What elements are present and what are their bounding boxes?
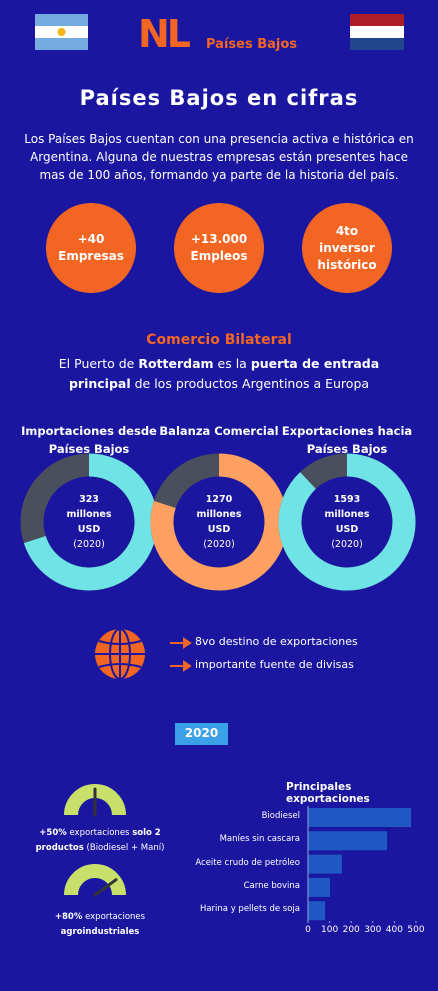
donut-value: 1593 [333, 494, 361, 505]
donut-center: 1593 millones USD (2020) [307, 492, 387, 552]
gauge-needle [93, 878, 118, 897]
bar [308, 877, 331, 897]
stat-line: histórico [317, 257, 377, 272]
year-badge: 2020 [184, 726, 219, 740]
trade-subtitle: El Puerto de Rotterdam es la puerta de e… [50, 354, 388, 394]
x-tick-label: 100 [321, 925, 338, 935]
category-label: Harina y pellets de soja [199, 904, 300, 915]
text-segment: puerta de entrada principal [68, 356, 380, 391]
x-tick-label: 400 [386, 925, 403, 935]
text-segment: de los productos Argentinos a Europa [134, 376, 370, 391]
gauge-value: +50% [39, 828, 67, 838]
text-segment: El Puerto de [58, 356, 135, 371]
donut-value: 323 [79, 494, 99, 505]
gauge-arc [64, 864, 126, 896]
bar [308, 831, 388, 851]
donut-arc [150, 453, 288, 591]
brand: Países Bajos [206, 37, 298, 52]
stat-text: +40 Empresas [46, 231, 136, 265]
donut-label: Exportaciones hacia Países Bajos [281, 424, 413, 456]
stat-circle [174, 203, 264, 293]
flag-argentina [35, 14, 88, 50]
donut-center: 1270 millones USD (2020) [179, 492, 259, 552]
title: Países Bajos en cifras [79, 86, 359, 110]
stat-circle [46, 203, 136, 293]
donut-currency: USD [207, 524, 231, 535]
intro: Los Países Bajos cuentan con una presenc… [24, 132, 414, 182]
donut-center: 323 millones USD (2020) [49, 492, 129, 552]
donut-unit: millones [66, 509, 112, 520]
donut-year: (2020) [203, 539, 235, 550]
text-segment: agroindustriales [60, 927, 140, 937]
text-segment: solo 2 productos [35, 828, 161, 853]
text-segment: (Biodiesel + Maní) [86, 843, 165, 853]
x-tick-label: 300 [364, 925, 381, 935]
category-label: Maníes sin cascara [219, 834, 300, 845]
x-tick-label: 0 [305, 925, 311, 935]
stat-text: 4to inversor histórico [302, 223, 392, 274]
arrows [170, 637, 192, 672]
category-label: Biodiesel [261, 811, 300, 821]
donut-arc [23, 453, 158, 591]
year-badge-bg [175, 723, 228, 745]
text-segment: exportaciones [85, 912, 146, 922]
globe-icon [95, 628, 145, 680]
gauge-text: +50% exportaciones solo 2 productos (Bio… [30, 826, 170, 856]
donut-arc [278, 453, 416, 591]
donut-currency: USD [335, 524, 359, 535]
donut-label: Balanza Comercial [159, 424, 279, 438]
stat-line: Empleos [190, 249, 248, 263]
stat-line: +40 [77, 232, 105, 246]
text-segment: exportaciones [69, 828, 130, 838]
stat-circle [302, 203, 392, 293]
stat-text: +13.000 Empleos [174, 231, 264, 265]
stat-line: Empresas [58, 249, 124, 263]
text-segment: es la [217, 356, 247, 371]
stat-line: +13.000 [190, 232, 248, 246]
bar [308, 901, 326, 921]
chart-title: Principales exportaciones [286, 781, 370, 805]
donut-unit: millones [196, 509, 242, 520]
fact: 8vo destino de exportaciones [195, 635, 358, 648]
category-label: Aceite crudo de petróleo [195, 857, 300, 868]
stat-line: inversor [319, 240, 375, 255]
text-segment: Rotterdam [138, 356, 214, 371]
flag-netherlands [350, 14, 404, 50]
donut-unit: millones [324, 509, 370, 520]
x-tick-label: 200 [343, 925, 360, 935]
logo: NL [138, 12, 191, 56]
category-label: Carne bovina [243, 880, 300, 891]
gauge-value: +80% [54, 912, 83, 922]
donut-label: Importaciones desde Países Bajos [21, 424, 157, 456]
donut-year: (2020) [73, 539, 105, 550]
bar [308, 854, 342, 874]
stat-line: 4to [335, 223, 359, 238]
trade-title: Comercio Bilateral [146, 332, 292, 348]
donut-currency: USD [77, 524, 101, 535]
x-tick-label: 500 [407, 925, 424, 935]
fact: importante fuente de divisas [195, 658, 354, 671]
donut-year: (2020) [331, 539, 363, 550]
bar [308, 808, 412, 827]
gauge-text: +80% exportaciones agroindustriales [30, 910, 170, 940]
donut-value: 1270 [205, 494, 233, 505]
